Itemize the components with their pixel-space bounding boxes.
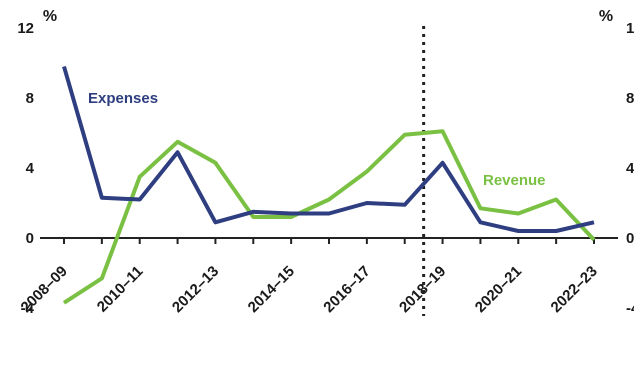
series-label-revenue: Revenue (483, 172, 546, 189)
x-tick-label: 2020–21 (472, 263, 525, 316)
x-tick-label: 2014–15 (245, 263, 298, 316)
right-y-axis: -4 0 4 8 12 (626, 20, 634, 317)
y-tick-label: 0 (26, 230, 34, 247)
series-layer (62, 65, 596, 305)
y-tick-label: 8 (26, 90, 34, 107)
x-tick-label: 2012–13 (169, 263, 222, 316)
series-line-revenue (62, 129, 596, 305)
y-tick-label: 12 (17, 20, 34, 37)
series-line-expenses (62, 65, 595, 233)
right-unit-label: % (599, 8, 613, 25)
right-y-tick-label: 8 (626, 90, 634, 107)
left-y-axis: -4 0 4 8 12 (17, 20, 34, 317)
y-tick-label: 4 (26, 160, 35, 177)
x-tick-label: 2016–17 (320, 263, 373, 316)
right-y-tick-label: 12 (626, 20, 634, 37)
left-unit-label: % (43, 8, 57, 25)
x-tick-label: 2010–11 (94, 263, 147, 316)
x-tick-label: 2008–09 (18, 263, 71, 316)
x-axis: 2008–09 2010–11 2012–13 2014–15 2016–17 2018–… (18, 238, 601, 316)
series-label-expenses: Expenses (88, 90, 158, 107)
x-tick-label: 2022–23 (548, 263, 601, 316)
right-y-tick-label: -4 (626, 300, 634, 317)
y-tick-label: -4 (21, 300, 35, 317)
right-y-tick-label: 0 (626, 230, 634, 247)
right-y-tick-label: 4 (626, 160, 634, 177)
